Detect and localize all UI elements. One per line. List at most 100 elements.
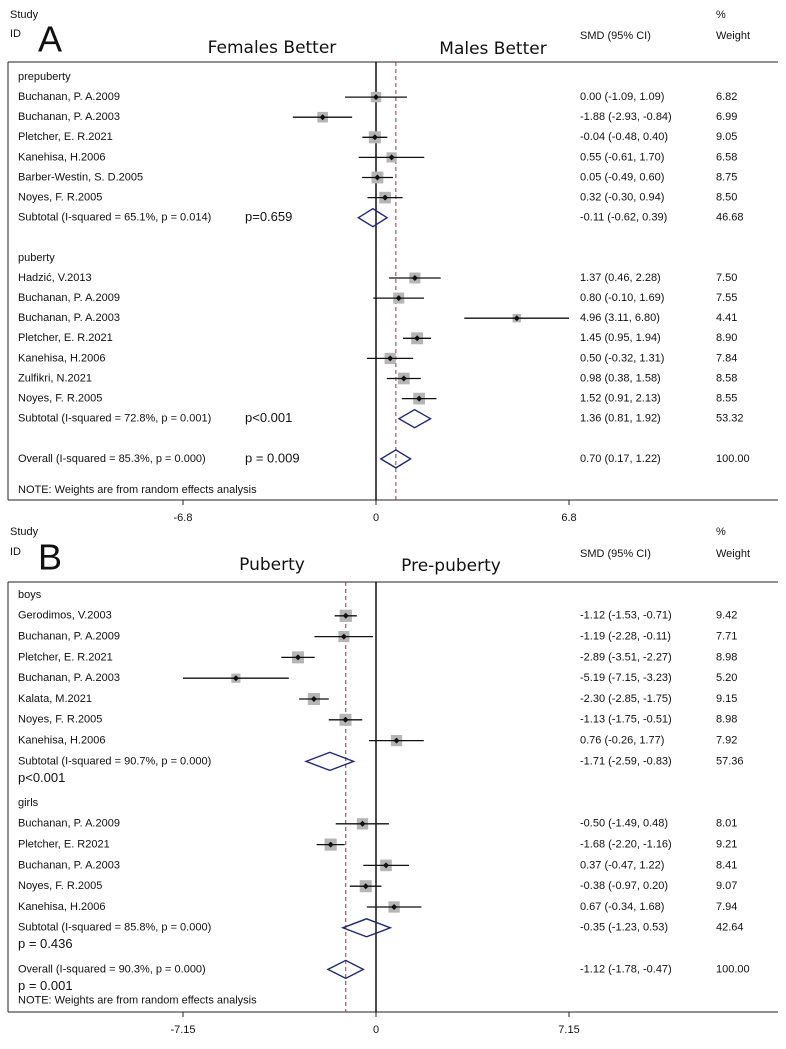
ci-label: 0.76 (-0.26, 1.77)	[580, 735, 664, 747]
p-value-label: p = 0.001	[18, 978, 73, 993]
ci-label: 1.52 (0.91, 2.13)	[580, 393, 661, 405]
ci-label: -1.88 (-2.93, -0.84)	[580, 111, 672, 123]
ci-label: -2.30 (-2.85, -1.75)	[580, 693, 672, 705]
weight-label: 6.82	[716, 91, 737, 103]
subtotal-label: Subtotal (I-squared = 85.8%, p = 0.000)	[18, 922, 211, 934]
point-estimate	[387, 355, 394, 362]
group-name: prepuberty	[18, 71, 71, 83]
ci-label: 4.96 (3.11, 6.80)	[580, 312, 660, 324]
subtotal-label: Subtotal (I-squared = 72.8%, p = 0.001)	[18, 413, 211, 425]
p-value-label: p=0.659	[245, 209, 292, 224]
left-direction-label: Females Better	[208, 38, 337, 58]
weight-label: 8.01	[716, 818, 737, 830]
study-name: Noyes, F. R.2005	[18, 714, 102, 726]
weight-label: 8.98	[716, 714, 737, 726]
weight-label: 7.92	[716, 735, 737, 747]
right-direction-label: Pre-puberty	[401, 556, 501, 576]
point-estimate	[513, 315, 520, 322]
ci-label: 1.37 (0.46, 2.28)	[580, 272, 661, 284]
study-name: Buchanan, P. A.2003	[18, 312, 120, 324]
weight-label: 57.36	[716, 755, 744, 767]
x-tick-label: 7.15	[558, 1024, 579, 1036]
point-estimate	[414, 335, 421, 342]
group-name: girls	[18, 797, 39, 809]
study-header: Study	[10, 526, 39, 538]
weight-header: Weight	[716, 30, 750, 42]
ci-label: -0.38 (-0.97, 0.20)	[580, 880, 668, 892]
study-name: Barber-Westin, S. D.2005	[18, 171, 143, 183]
point-estimate	[340, 633, 347, 640]
weight-label: 5.20	[716, 672, 737, 684]
x-tick-label: 0	[373, 512, 379, 524]
point-estimate	[342, 716, 349, 723]
study-name: Buchanan, P. A.2009	[18, 818, 120, 830]
ci-label: 0.67 (-0.34, 1.68)	[580, 901, 664, 913]
ci-label: 0.98 (0.38, 1.58)	[580, 372, 661, 384]
study-name: Noyes, F. R.2005	[18, 880, 102, 892]
point-estimate	[382, 194, 389, 201]
pooled-diamond	[379, 449, 412, 469]
weight-label: 4.41	[716, 312, 737, 324]
group-name: boys	[18, 589, 42, 601]
ci-label: -5.19 (-7.15, -3.23)	[580, 672, 672, 684]
pooled-diamond	[326, 959, 365, 980]
point-estimate	[400, 375, 407, 382]
panel-label: B	[38, 537, 62, 578]
weight-label: 46.68	[716, 212, 744, 224]
ci-label: 0.37 (-0.47, 1.22)	[580, 859, 664, 871]
left-direction-label: Puberty	[239, 555, 305, 575]
p-value-label: p = 0.436	[18, 936, 73, 951]
p-value-label: p<0.001	[18, 770, 65, 785]
overall-label: Overall (I-squared = 85.3%, p = 0.000)	[18, 453, 206, 465]
ci-label: 1.36 (0.81, 1.92)	[580, 413, 661, 425]
ci-label: -0.04 (-0.48, 0.40)	[580, 131, 668, 143]
weight-label: 7.71	[716, 631, 737, 643]
point-estimate	[388, 154, 395, 161]
study-name: Kalata, M.2021	[18, 693, 92, 705]
study-name: Pletcher, E. R.2021	[18, 131, 113, 143]
weight-label: 7.94	[716, 901, 737, 913]
weight-label: 100.00	[716, 453, 750, 465]
ci-label: 0.00 (-1.09, 1.09)	[580, 91, 664, 103]
ci-label: -1.12 (-1.53, -0.71)	[580, 610, 672, 622]
id-header: ID	[10, 546, 21, 558]
study-name: Pletcher, E. R.2021	[18, 332, 113, 344]
ci-label: -1.71 (-2.59, -0.83)	[580, 755, 672, 767]
weight-header: Weight	[716, 548, 750, 560]
study-name: Buchanan, P. A.2003	[18, 859, 120, 871]
weight-label: 6.99	[716, 111, 737, 123]
study-name: Gerodimos, V.2003	[18, 610, 112, 622]
weight-label: 7.50	[716, 272, 737, 284]
ci-label: -1.12 (-1.78, -0.47)	[580, 963, 672, 975]
study-name: Kanehisa, H.2006	[18, 735, 105, 747]
pooled-diamond	[340, 918, 393, 938]
pooled-diamond	[357, 207, 389, 228]
point-estimate	[294, 654, 301, 661]
point-estimate	[393, 737, 400, 744]
ci-label: 0.05 (-0.49, 0.60)	[580, 171, 664, 183]
study-name: Buchanan, P. A.2003	[18, 672, 120, 684]
study-name: Pletcher, E. R2021	[18, 839, 110, 851]
x-tick-label: 0	[373, 1024, 379, 1036]
ci-label: 0.80 (-0.10, 1.69)	[580, 292, 664, 304]
study-header: Study	[10, 9, 39, 21]
weight-header-top: %	[716, 526, 726, 538]
study-name: Buchanan, P. A.2009	[18, 631, 120, 643]
point-estimate	[232, 675, 239, 682]
p-value-label: p = 0.009	[245, 450, 300, 465]
weight-label: 8.55	[716, 393, 737, 405]
weight-label: 100.00	[716, 963, 750, 975]
effect-header: SMD (95% CI)	[580, 30, 651, 42]
ci-label: -1.19 (-2.28, -0.11)	[580, 631, 671, 643]
study-name: Pletcher, E. R.2021	[18, 651, 113, 663]
weight-label: 8.75	[716, 171, 737, 183]
weight-label: 8.50	[716, 192, 737, 204]
ci-label: 0.32 (-0.30, 0.94)	[580, 192, 664, 204]
study-name: Hadzić, V.2013	[18, 272, 92, 284]
weight-label: 9.05	[716, 131, 737, 143]
study-name: Zulfikri, N.2021	[18, 372, 92, 384]
point-estimate	[319, 114, 326, 121]
ci-label: 0.50 (-0.32, 1.31)	[580, 352, 664, 364]
point-estimate	[310, 696, 317, 702]
weight-header-top: %	[716, 9, 726, 21]
